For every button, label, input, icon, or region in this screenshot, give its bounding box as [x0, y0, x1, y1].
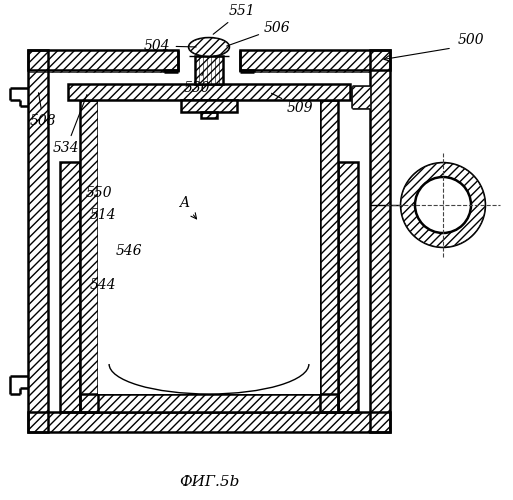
- Text: 530: 530: [184, 72, 211, 95]
- Bar: [28, 50, 48, 432]
- Bar: [338, 162, 358, 412]
- Bar: [28, 50, 178, 70]
- Text: 504: 504: [144, 39, 196, 53]
- Bar: [195, 56, 223, 84]
- Bar: [68, 84, 350, 100]
- Circle shape: [401, 163, 485, 247]
- Ellipse shape: [189, 38, 229, 56]
- Text: A: A: [179, 196, 196, 219]
- Bar: [60, 162, 80, 412]
- Bar: [80, 100, 98, 412]
- Bar: [240, 50, 390, 70]
- Text: 514: 514: [90, 208, 116, 222]
- Text: 544: 544: [90, 278, 116, 292]
- Bar: [320, 100, 338, 412]
- Bar: [320, 100, 338, 412]
- Text: 500: 500: [458, 33, 485, 47]
- Text: 534: 534: [53, 94, 87, 155]
- Text: 551: 551: [213, 4, 255, 34]
- Bar: [28, 70, 164, 72]
- Bar: [352, 86, 370, 108]
- Bar: [80, 100, 98, 412]
- Text: 506: 506: [227, 21, 291, 46]
- Bar: [201, 112, 217, 118]
- Bar: [80, 394, 338, 412]
- Circle shape: [415, 177, 471, 233]
- Bar: [28, 50, 48, 432]
- Bar: [28, 412, 390, 432]
- Bar: [240, 50, 390, 70]
- Bar: [338, 162, 358, 412]
- Bar: [370, 50, 390, 432]
- Bar: [254, 70, 370, 72]
- Bar: [181, 100, 237, 112]
- Bar: [201, 112, 217, 118]
- Text: 550: 550: [86, 186, 113, 200]
- Bar: [195, 56, 223, 84]
- Bar: [60, 162, 80, 412]
- Bar: [28, 412, 390, 432]
- Bar: [80, 394, 338, 412]
- Text: 509: 509: [271, 94, 313, 115]
- Bar: [98, 100, 320, 394]
- Bar: [370, 50, 390, 432]
- Bar: [28, 50, 178, 70]
- Bar: [181, 100, 237, 112]
- Bar: [68, 84, 350, 100]
- Text: 546: 546: [116, 244, 143, 258]
- Text: ФИГ.5b: ФИГ.5b: [179, 475, 239, 489]
- Ellipse shape: [189, 38, 229, 56]
- Text: 508: 508: [30, 92, 56, 128]
- Circle shape: [401, 163, 485, 247]
